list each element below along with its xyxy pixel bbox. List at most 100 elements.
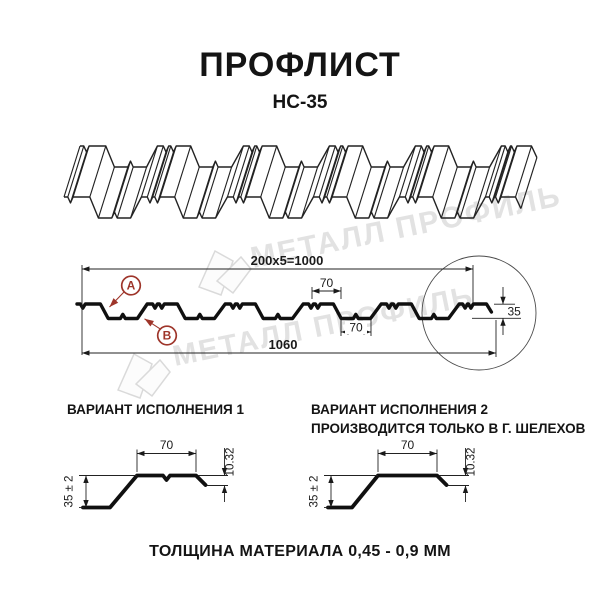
variant-1-dim-lip: 10.32 <box>225 448 237 477</box>
variant-1-drawing: 35 ± 2 70 10.32 <box>64 438 237 510</box>
detail-view-circle <box>421 255 537 371</box>
variant-2-title: ВАРИАНТ ИСПОЛНЕНИЯ 2 <box>311 402 488 417</box>
cross-section-profile <box>75 302 494 321</box>
dim-profile-height: 35 <box>508 305 522 319</box>
sheet-far-edge <box>80 145 538 168</box>
variant-1-profile <box>81 473 208 510</box>
marker-a: A <box>109 275 142 308</box>
sheet-rib-line <box>459 166 477 219</box>
sheet-rib-line <box>63 145 81 198</box>
sheet-rib-line <box>318 145 336 198</box>
sheet-rib-line <box>284 160 302 213</box>
sheet-rib-line <box>398 145 416 198</box>
sheet-rib-line <box>514 145 533 198</box>
sheet-rib-line <box>417 145 435 198</box>
sheet-rib-lines <box>63 145 538 219</box>
sheet-rib-line <box>215 166 233 219</box>
dim-rib-top-width: 70 <box>320 276 334 290</box>
sheet-rib-line <box>116 166 134 219</box>
variant-2-dim-height: 35 ± 2 <box>309 476 321 508</box>
sheet-rib-line <box>473 166 491 219</box>
variant-1-dim-width: 70 <box>160 438 174 452</box>
sheet-rib-line <box>312 145 330 198</box>
marker-b-letter: B <box>163 329 172 343</box>
sheet-rib-line <box>201 166 219 219</box>
variant-2-dim-lip: 10.32 <box>466 448 478 477</box>
sheet-rib-line <box>493 145 512 198</box>
sheet-rib-line <box>245 145 263 198</box>
sheet-rib-line <box>354 166 372 219</box>
sheet-near-edge <box>64 196 522 219</box>
sheet-rib-line <box>232 145 250 198</box>
sheet-rib-line <box>72 145 90 198</box>
sheet-rib-line <box>331 145 349 198</box>
brand-logo-watermark <box>197 249 252 296</box>
variant-1-title: ВАРИАНТ ИСПОЛНЕНИЯ 1 <box>67 402 244 417</box>
sheet-rib-line <box>484 145 502 198</box>
sheet-rib-line <box>414 151 433 204</box>
sheet-rib-line <box>440 166 458 219</box>
sheet-rib-line <box>346 145 364 198</box>
sheet-rib-line <box>404 145 422 198</box>
sheet-rib-line <box>370 160 388 213</box>
sheet-rib-line <box>149 151 167 204</box>
sheet-rib-line <box>156 151 175 204</box>
sheet-rib-line <box>240 145 258 198</box>
sheet-rib-line <box>412 145 430 198</box>
sheet-rib-line <box>268 166 286 219</box>
sheet-rib-line <box>326 145 344 198</box>
sheet-3d-drawing <box>63 145 538 219</box>
sheet-rib-line <box>111 166 129 219</box>
cross-section-drawing: 200x5=1000 1060 70 70 35 <box>75 253 537 371</box>
sheet-rib-line <box>174 145 192 198</box>
brand-logo-watermark <box>116 352 171 399</box>
sheet-rib-line <box>368 166 386 219</box>
dim-rib-bottom-width: 70 <box>349 321 363 335</box>
sheet-rib-line <box>407 151 425 204</box>
sheet-rib-line <box>113 160 132 213</box>
sheet-rib-line <box>301 166 319 219</box>
sheet-rib-line <box>238 145 256 198</box>
variant-2-dim-width: 70 <box>401 438 415 452</box>
sheet-rib-line <box>198 160 216 213</box>
sheet-rib-line <box>495 145 513 198</box>
sheet-rib-line <box>146 145 164 198</box>
variant-1-header: ВАРИАНТ ИСПОЛНЕНИЯ 1 <box>67 400 244 419</box>
sheet-rib-line <box>235 151 253 204</box>
sheet-rib-line <box>324 145 342 198</box>
variant-2-note: ПРОИЗВОДИТСЯ ТОЛЬКО В Г. ШЕЛЕХОВ <box>311 421 586 436</box>
brand-watermark-text: МЕТАЛЛ ПРОФИЛЬ <box>170 280 477 372</box>
sheet-rib-line <box>500 145 518 198</box>
sheet-rib-line <box>140 145 158 198</box>
variant-1-dim-height: 35 ± 2 <box>64 476 76 508</box>
marker-b: B <box>144 318 178 346</box>
sheet-rib-line <box>328 151 347 204</box>
sheet-rib-line <box>97 166 115 219</box>
sheet-rib-line <box>67 145 85 198</box>
sheet-rib-line <box>432 145 450 198</box>
sheet-rib-line <box>196 166 214 219</box>
sheet-rib-line <box>69 151 88 204</box>
sheet-rib-line <box>497 151 515 204</box>
sheet-rib-line <box>287 166 305 219</box>
sheet-rib-line <box>282 166 300 219</box>
sheet-rib-line <box>159 145 177 198</box>
sheet-rib-line <box>260 145 278 198</box>
sheet-rib-line <box>242 151 261 204</box>
sheet-rib-line <box>321 151 339 204</box>
sheet-rib-line <box>488 145 506 198</box>
sheet-rib-line <box>226 145 244 198</box>
variant-2-drawing: 35 ± 2 70 10.32 <box>309 438 478 510</box>
dim-overall-width: 1060 <box>269 337 298 352</box>
sheet-rib-line <box>454 166 472 219</box>
sheet-rib-line <box>387 166 405 219</box>
material-thickness-note: ТОЛЩИНА МАТЕРИАЛА 0,45 - 0,9 ММ <box>149 543 451 560</box>
sheet-rib-line <box>154 145 172 198</box>
sheet-rib-line <box>410 145 428 198</box>
sheet-rib-line <box>152 145 170 198</box>
dim-coverage-width: 200x5=1000 <box>251 253 324 268</box>
variant-2-header: ВАРИАНТ ИСПОЛНЕНИЯ 2 ПРОИЗВОДИТСЯ ТОЛЬКО… <box>311 400 585 438</box>
sheet-rib-line <box>520 157 538 209</box>
